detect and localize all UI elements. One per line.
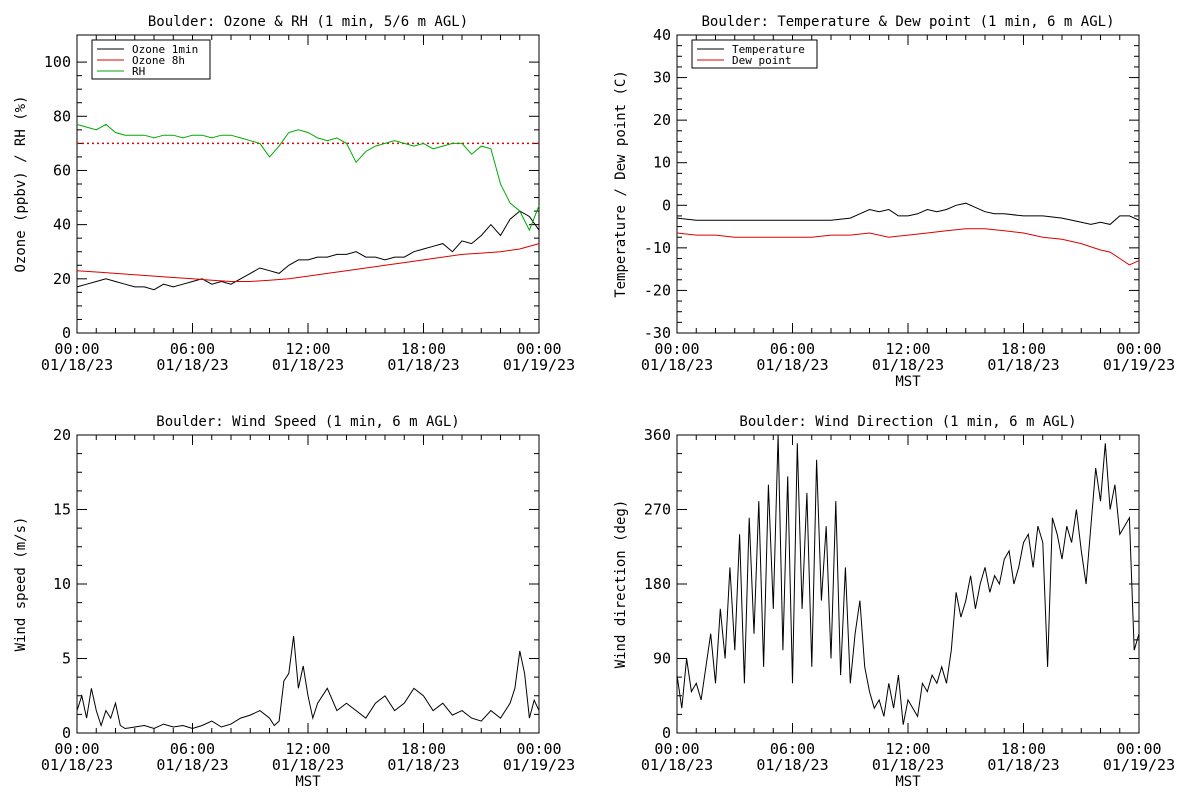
x-tick-time: 00:00 xyxy=(516,340,561,358)
x-tick-time: 00:00 xyxy=(654,340,699,358)
y-tick-label: 0 xyxy=(662,196,671,214)
plot-frame xyxy=(76,34,540,334)
x-tick-date: 01/19/23 xyxy=(1103,356,1175,374)
x-tick-date: 01/18/23 xyxy=(156,756,228,774)
x-tick-time: 18:00 xyxy=(1001,740,1046,758)
plot-frame xyxy=(676,34,1140,334)
legend-label: Ozone 1min xyxy=(132,43,198,56)
y-tick-label: 30 xyxy=(653,69,671,87)
x-tick-date: 01/18/23 xyxy=(872,756,944,774)
x-tick-time: 00:00 xyxy=(1116,340,1161,358)
y-tick-label: 100 xyxy=(44,53,71,71)
chart-title: Boulder: Temperature & Dew point (1 min,… xyxy=(701,14,1114,30)
y-tick-label: -30 xyxy=(644,324,671,342)
chart-title: Boulder: Wind Speed (1 min, 6 m AGL) xyxy=(156,414,459,430)
x-tick-date: 01/18/23 xyxy=(387,356,459,374)
x-tick-date: 01/18/23 xyxy=(756,756,828,774)
x-tick-time: 18:00 xyxy=(401,740,446,758)
series-line-0 xyxy=(76,210,540,291)
x-tick-time: 18:00 xyxy=(1001,340,1046,358)
y-tick-label: -10 xyxy=(644,239,671,257)
x-tick-time: 00:00 xyxy=(654,740,699,758)
x-tick-date: 01/19/23 xyxy=(503,356,575,374)
x-axis-label: MST xyxy=(895,774,921,790)
chart-title: Boulder: Ozone & RH (1 min, 5/6 m AGL) xyxy=(148,14,468,30)
x-tick-date: 01/18/23 xyxy=(872,356,944,374)
x-tick-date: 01/18/23 xyxy=(272,356,344,374)
x-tick-time: 06:00 xyxy=(770,740,815,758)
x-tick-date: 01/18/23 xyxy=(387,756,459,774)
x-tick-date: 01/18/23 xyxy=(41,756,113,774)
ozone-panel: Boulder: Ozone & RH (1 min, 5/6 m AGL) Oz… xyxy=(13,14,575,374)
series-line-0 xyxy=(76,636,540,730)
legend-label: Temperature xyxy=(732,43,805,56)
y-tick-label: 5 xyxy=(62,650,71,668)
y-tick-label: 20 xyxy=(53,270,71,288)
y-tick-label: 60 xyxy=(53,161,71,179)
y-tick-label: 10 xyxy=(53,575,71,593)
x-tick-time: 00:00 xyxy=(54,740,99,758)
y-tick-label: -20 xyxy=(644,281,671,299)
y-axis-label: Temperature / Dew point (C) xyxy=(613,70,629,298)
x-tick-time: 12:00 xyxy=(285,740,330,758)
chart-title: Boulder: Wind Direction (1 min, 6 m AGL) xyxy=(739,414,1076,430)
series-line-1 xyxy=(676,228,1140,266)
x-tick-time: 06:00 xyxy=(770,340,815,358)
x-tick-date: 01/18/23 xyxy=(987,756,1059,774)
x-tick-time: 06:00 xyxy=(170,340,215,358)
y-axis-label: Wind speed (m/s) xyxy=(13,517,29,652)
x-axis-label: MST xyxy=(295,774,321,790)
temp-panel: Boulder: Temperature & Dew point (1 min,… xyxy=(613,14,1175,390)
x-tick-date: 01/18/23 xyxy=(641,356,713,374)
y-tick-label: 20 xyxy=(653,111,671,129)
y-tick-label: 40 xyxy=(653,26,671,44)
y-tick-label: 20 xyxy=(53,426,71,444)
series-line-0 xyxy=(676,434,1140,725)
x-tick-time: 12:00 xyxy=(285,340,330,358)
wspd-panel: Boulder: Wind Speed (1 min, 6 m AGL) Wind… xyxy=(13,414,575,790)
plot-frame xyxy=(676,434,1140,734)
y-tick-label: 10 xyxy=(653,154,671,172)
y-tick-label: 90 xyxy=(653,650,671,668)
series-line-1 xyxy=(76,243,540,282)
y-axis-label: Wind direction (deg) xyxy=(613,500,629,669)
y-tick-label: 360 xyxy=(644,426,671,444)
x-axis-label: MST xyxy=(895,374,921,390)
y-tick-label: 0 xyxy=(62,724,71,742)
y-tick-label: 270 xyxy=(644,501,671,519)
legend-box xyxy=(691,39,818,69)
y-tick-label: 0 xyxy=(662,724,671,742)
x-tick-time: 00:00 xyxy=(1116,740,1161,758)
x-tick-time: 00:00 xyxy=(516,740,561,758)
x-tick-date: 01/18/23 xyxy=(641,756,713,774)
x-tick-date: 01/18/23 xyxy=(272,756,344,774)
x-tick-date: 01/18/23 xyxy=(41,356,113,374)
x-tick-date: 01/19/23 xyxy=(503,756,575,774)
legend-label: Dew point xyxy=(732,54,792,67)
x-tick-time: 18:00 xyxy=(401,340,446,358)
wdir-panel: Boulder: Wind Direction (1 min, 6 m AGL)… xyxy=(613,414,1175,790)
legend-label: Ozone 8h xyxy=(132,54,185,67)
y-tick-label: 0 xyxy=(62,324,71,342)
x-tick-time: 00:00 xyxy=(54,340,99,358)
x-tick-date: 01/18/23 xyxy=(987,356,1059,374)
x-tick-date: 01/18/23 xyxy=(156,356,228,374)
y-axis-label: Ozone (ppbv) / RH (%) xyxy=(13,95,29,272)
y-tick-label: 180 xyxy=(644,575,671,593)
series-line-2 xyxy=(76,123,540,232)
x-tick-time: 06:00 xyxy=(170,740,215,758)
x-tick-time: 12:00 xyxy=(885,740,930,758)
y-tick-label: 40 xyxy=(53,216,71,234)
x-tick-time: 12:00 xyxy=(885,340,930,358)
x-tick-date: 01/19/23 xyxy=(1103,756,1175,774)
plot-frame xyxy=(76,434,540,734)
legend-label: RH xyxy=(132,65,145,78)
series-line-0 xyxy=(676,202,1140,225)
x-tick-date: 01/18/23 xyxy=(756,356,828,374)
y-tick-label: 80 xyxy=(53,107,71,125)
y-tick-label: 15 xyxy=(53,501,71,519)
